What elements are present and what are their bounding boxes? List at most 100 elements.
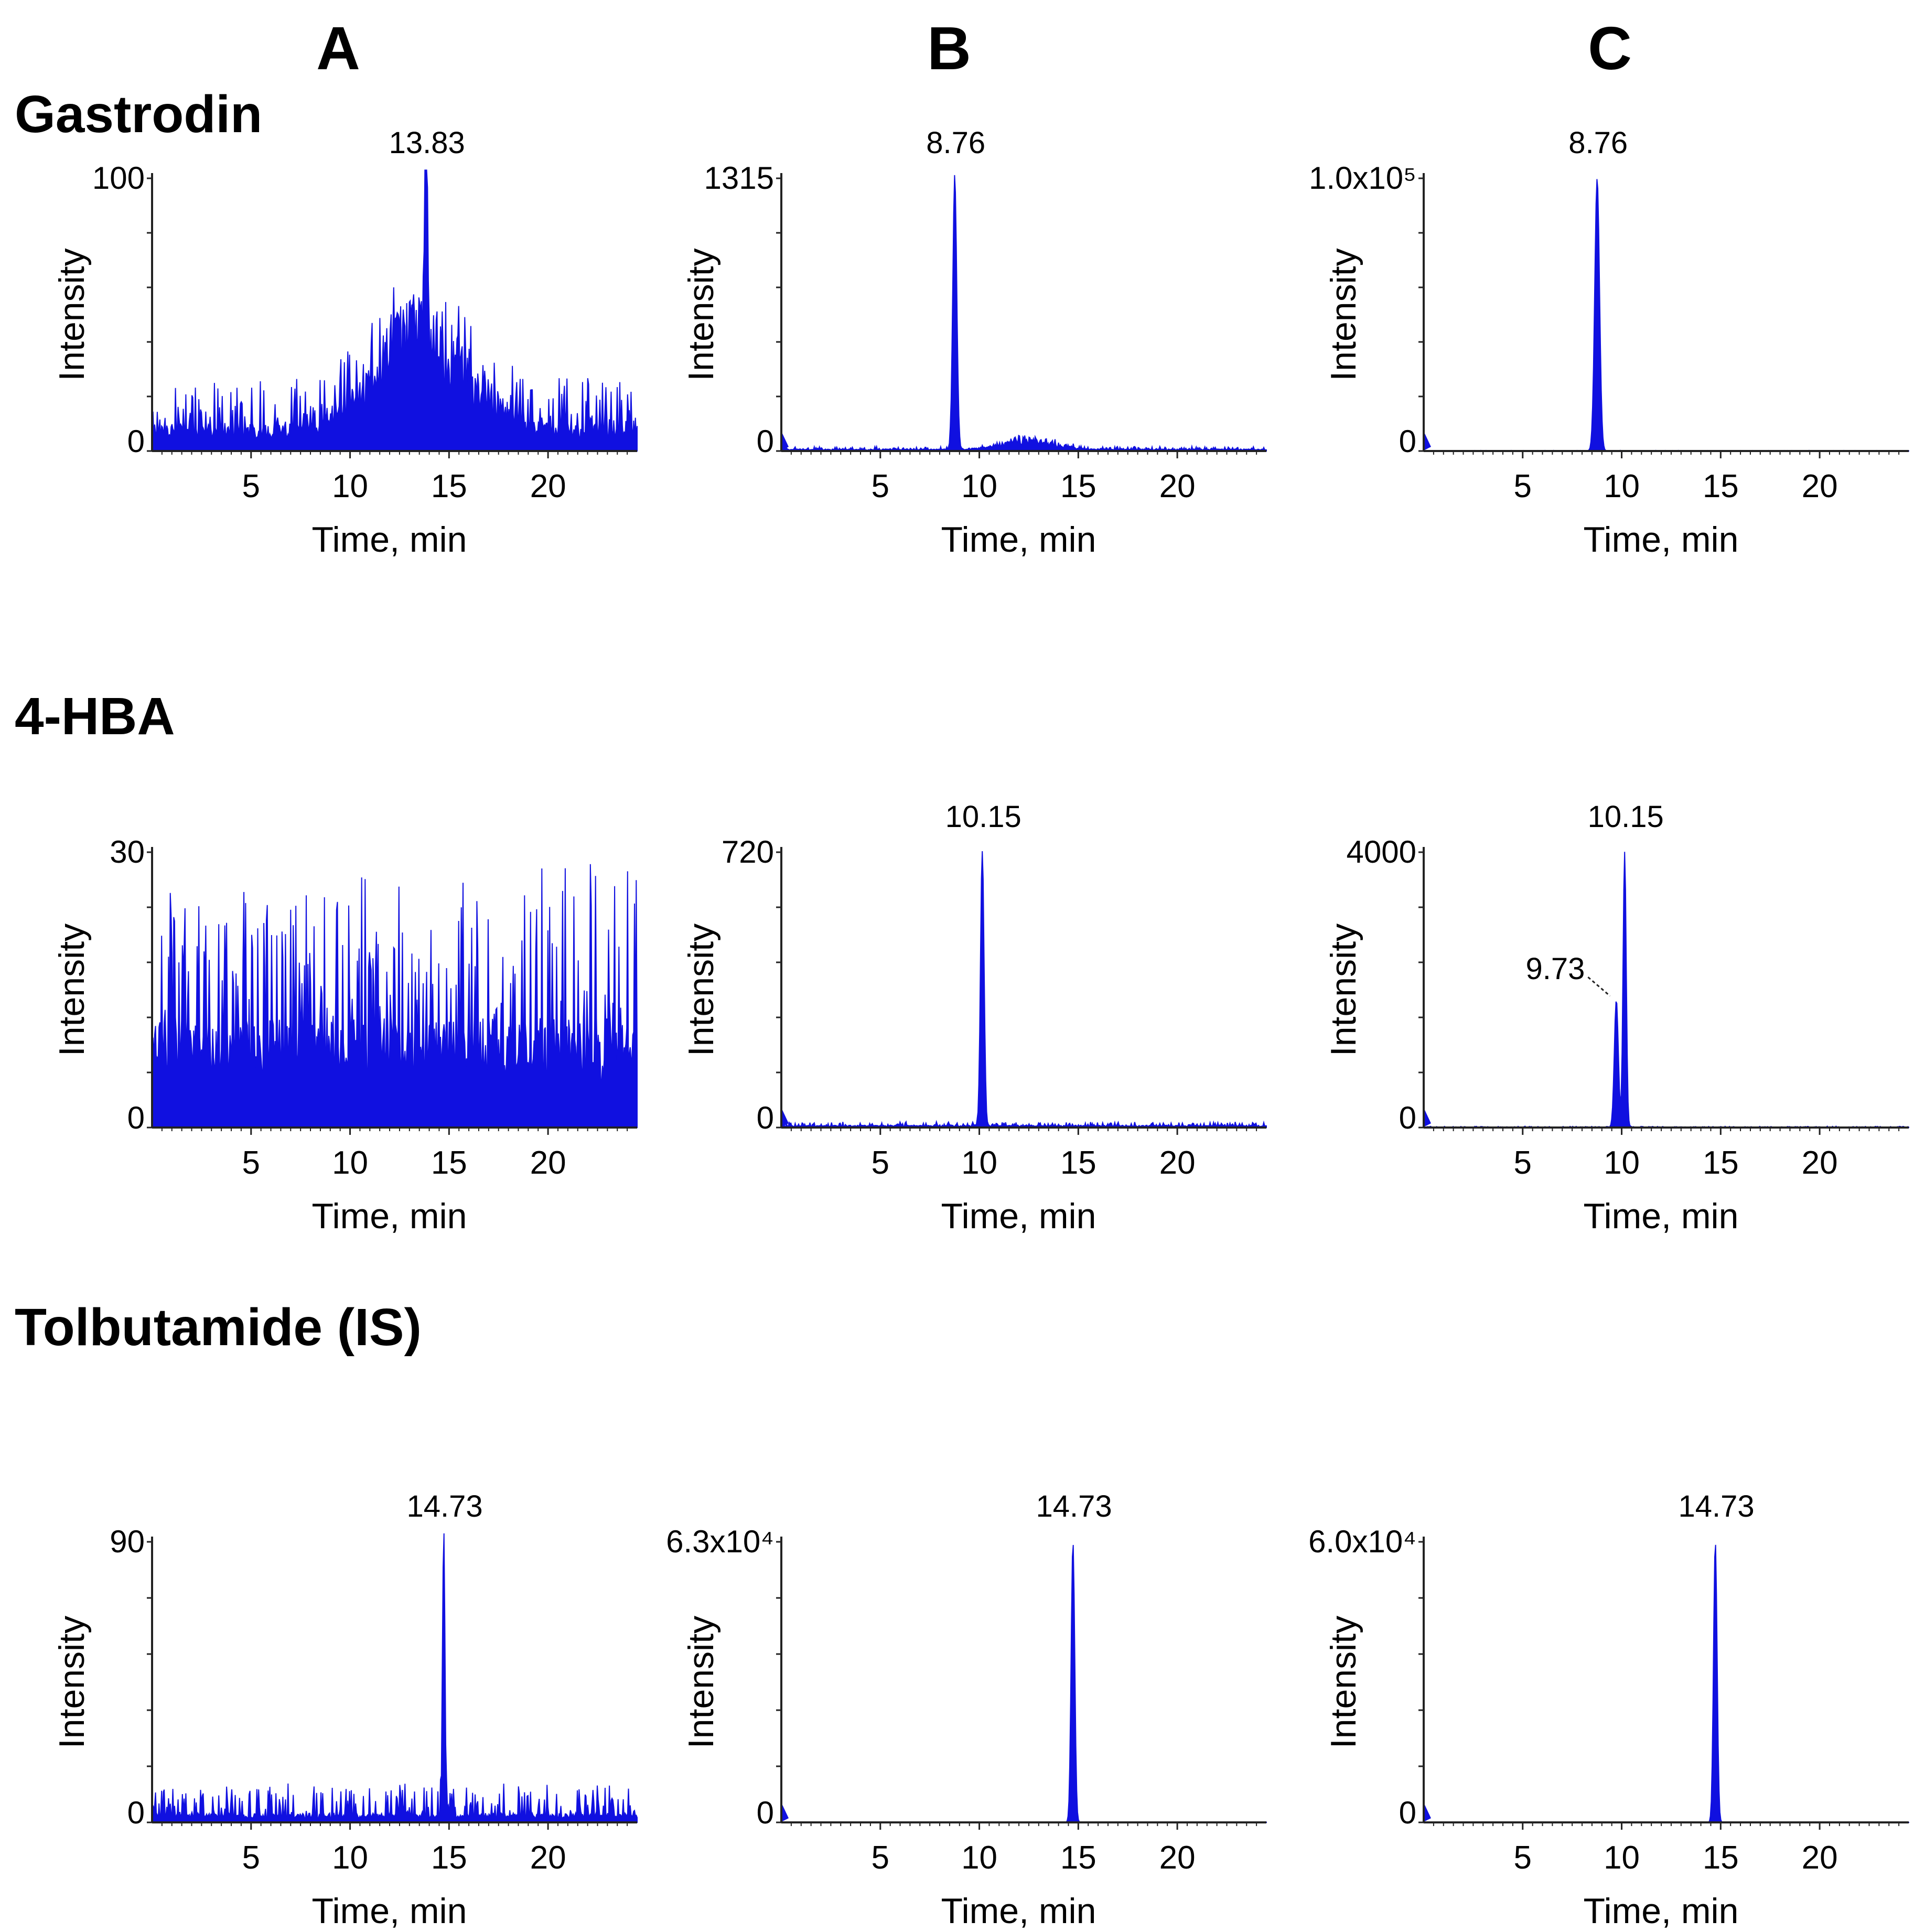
chromatogram-panel-8: 5 10 15 20 0 6.3x10⁴ Time, min Intensity 14.73 — [666, 1489, 1267, 1931]
y-tick-label-max: 1.0x10⁵ — [1309, 160, 1416, 196]
chromatogram-panel-7: 5 10 15 20 0 90 Time, min Intensity 14.73 — [52, 1489, 638, 1931]
x-axis-label: Time, min — [941, 520, 1096, 560]
x-tick-label-5: 5 — [1514, 1840, 1532, 1876]
x-tick-label-15: 15 — [1060, 468, 1096, 505]
x-tick-label-10: 10 — [961, 1145, 997, 1181]
x-axis-label: Time, min — [1584, 520, 1739, 560]
chromatogram-panel-2: 5 10 15 20 0 1315 Time, min Intensity 8.76 — [681, 126, 1267, 560]
column-header-a: A — [316, 14, 360, 82]
y-tick-label-min: 0 — [1399, 424, 1416, 459]
signal-trace — [781, 175, 1267, 452]
x-axis-label: Time, min — [312, 1196, 467, 1236]
x-axis-label: Time, min — [1584, 1196, 1739, 1236]
y-tick-label-max: 4000 — [1347, 834, 1416, 870]
x-tick-label-20: 20 — [1159, 1840, 1196, 1876]
x-tick-label-15: 15 — [1703, 1840, 1739, 1876]
x-tick-label-10: 10 — [1604, 1840, 1640, 1876]
peak-label: 8.76 — [1568, 126, 1628, 160]
x-tick-label-10: 10 — [1604, 468, 1640, 505]
x-tick-label-5: 5 — [872, 468, 889, 505]
signal-trace — [1423, 179, 1909, 452]
y-axis-label: Intensity — [681, 248, 721, 381]
x-tick-label-15: 15 — [431, 1145, 467, 1181]
x-axis-label: Time, min — [312, 520, 467, 560]
signal-trace — [152, 864, 638, 1128]
x-tick-label-10: 10 — [961, 468, 997, 505]
peak-label: 13.83 — [389, 126, 465, 160]
secondary-peak-leader — [1587, 976, 1611, 997]
x-tick-label-20: 20 — [1159, 1145, 1196, 1181]
y-tick-label-max: 720 — [722, 834, 774, 870]
x-tick-label-15: 15 — [1060, 1145, 1096, 1181]
x-tick-label-20: 20 — [1802, 468, 1838, 505]
x-tick-label-10: 10 — [1604, 1145, 1640, 1181]
secondary-peak-label: 9.73 — [1525, 952, 1585, 986]
x-tick-label-10: 10 — [332, 1840, 368, 1876]
chromatogram-panel-5: 5 10 15 20 0 720 Time, min Intensity 10.15 — [681, 800, 1267, 1236]
x-tick-label-10: 10 — [961, 1840, 997, 1876]
y-tick-label-max: 90 — [110, 1524, 145, 1559]
signal-trace — [781, 1544, 1267, 1823]
y-axis-label: Intensity — [52, 248, 92, 381]
y-axis-label: Intensity — [681, 924, 721, 1056]
y-tick-label-min: 0 — [127, 424, 145, 459]
row-header-tolbutamide: Tolbutamide (IS) — [15, 1298, 422, 1357]
peak-label: 8.76 — [926, 126, 985, 160]
x-tick-label-20: 20 — [1159, 468, 1196, 505]
y-tick-label-min: 0 — [1399, 1795, 1416, 1830]
x-tick-label-15: 15 — [431, 1840, 467, 1876]
x-tick-label-5: 5 — [1514, 1145, 1532, 1181]
x-tick-label-20: 20 — [530, 1145, 566, 1181]
x-tick-label-10: 10 — [332, 468, 368, 505]
y-tick-label-max: 1315 — [704, 160, 774, 196]
y-tick-label-min: 0 — [127, 1795, 145, 1830]
y-tick-label-max: 100 — [92, 160, 145, 196]
y-tick-label-min: 0 — [757, 424, 774, 459]
y-tick-label-min: 0 — [1399, 1100, 1416, 1135]
column-header-c: C — [1588, 14, 1632, 82]
chromatogram-panel-9: 5 10 15 20 0 6.0x10⁴ Time, min Intensity 14.73 — [1308, 1489, 1909, 1931]
y-tick-label-max: 6.0x10⁴ — [1308, 1524, 1416, 1559]
y-axis-label: Intensity — [52, 1616, 92, 1748]
chromatogram-panel-4: 5 10 15 20 0 30 Time, min Intensity — [52, 834, 638, 1236]
x-tick-label-5: 5 — [872, 1840, 889, 1876]
x-tick-label-5: 5 — [242, 1840, 260, 1876]
signal-trace — [781, 851, 1267, 1129]
x-tick-label-5: 5 — [1514, 468, 1532, 505]
x-axis-label: Time, min — [941, 1891, 1096, 1931]
y-tick-label-min: 0 — [757, 1100, 774, 1135]
y-tick-label-max: 30 — [110, 834, 145, 870]
y-axis-label: Intensity — [1324, 1616, 1363, 1748]
signal-trace — [1423, 852, 1909, 1128]
y-tick-label-min: 0 — [757, 1795, 774, 1830]
x-tick-label-5: 5 — [242, 1145, 260, 1181]
x-tick-label-20: 20 — [530, 468, 566, 505]
y-tick-label-min: 0 — [127, 1100, 145, 1135]
x-tick-label-20: 20 — [530, 1840, 566, 1876]
peak-label: 10.15 — [945, 800, 1021, 834]
x-tick-label-20: 20 — [1802, 1145, 1838, 1181]
chromatogram-panel-1: 5 10 15 20 0 100 Time, min Intensity 13.83 — [52, 126, 638, 560]
y-axis-label: Intensity — [1324, 924, 1363, 1056]
column-header-b: B — [927, 14, 971, 82]
x-tick-label-5: 5 — [872, 1145, 889, 1181]
x-tick-label-20: 20 — [1802, 1840, 1838, 1876]
x-tick-label-15: 15 — [1703, 468, 1739, 505]
x-axis-label: Time, min — [312, 1891, 467, 1931]
x-tick-label-10: 10 — [332, 1145, 368, 1181]
signal-trace — [152, 169, 638, 452]
row-header-4-hba: 4-HBA — [15, 687, 175, 746]
y-axis-label: Intensity — [52, 924, 92, 1056]
x-tick-label-5: 5 — [242, 468, 260, 505]
chromatogram-panel-6: 5 10 15 20 0 4000 Time, min Intensity 10.15 9.73 — [1324, 800, 1909, 1236]
peak-label: 14.73 — [1679, 1489, 1755, 1523]
x-tick-label-15: 15 — [1060, 1840, 1096, 1876]
y-tick-label-max: 6.3x10⁴ — [666, 1524, 774, 1559]
peak-label: 10.15 — [1588, 800, 1664, 834]
x-tick-label-15: 15 — [1703, 1145, 1739, 1181]
y-axis-label: Intensity — [681, 1616, 721, 1748]
row-header-gastrodin: Gastrodin — [15, 85, 262, 144]
x-tick-label-15: 15 — [431, 468, 467, 505]
x-axis-label: Time, min — [941, 1196, 1096, 1236]
